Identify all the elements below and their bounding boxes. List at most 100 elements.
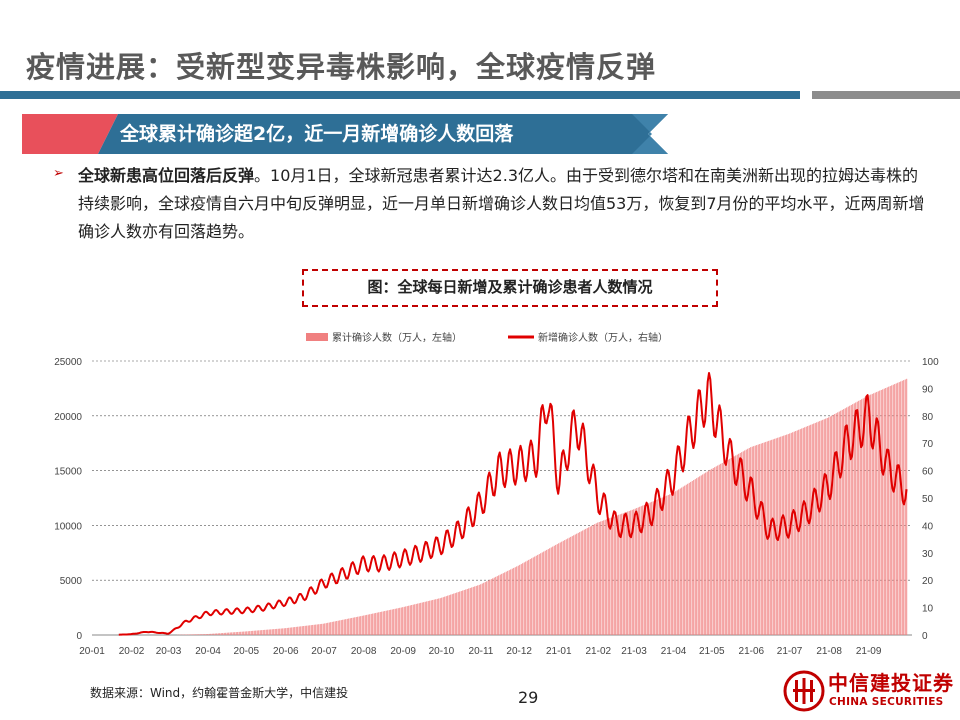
cumulative-bar: [724, 461, 726, 635]
cumulative-bar: [186, 634, 188, 635]
cumulative-bar: [867, 395, 869, 635]
cumulative-bar: [393, 609, 395, 635]
cumulative-bar: [204, 634, 206, 635]
cumulative-bar: [520, 564, 522, 635]
x-tick-label: 21-08: [816, 646, 842, 657]
cumulative-bar: [228, 632, 230, 635]
cumulative-bar: [513, 567, 515, 635]
cumulative-bar: [495, 576, 497, 635]
cumulative-bar: [408, 605, 410, 635]
cumulative-bar: [652, 501, 654, 635]
cumulative-bar: [613, 516, 615, 635]
cumulative-bar: [294, 627, 296, 635]
cumulative-bar: [885, 388, 887, 635]
cumulative-bar: [718, 464, 720, 635]
cumulative-bar: [588, 527, 590, 635]
cumulative-bar: [888, 386, 890, 635]
cumulative-bar: [616, 515, 618, 635]
cumulative-bar: [577, 532, 579, 635]
cumulative-bar: [589, 526, 591, 635]
x-tick-label: 20-07: [311, 646, 337, 657]
cumulative-bar: [837, 412, 839, 635]
cumulative-bar: [561, 541, 563, 635]
x-tick-label: 20-09: [390, 646, 416, 657]
right-tick-label: 90: [922, 384, 934, 395]
cumulative-bar: [498, 575, 500, 635]
cumulative-bar: [328, 622, 330, 635]
cumulative-bar: [762, 442, 764, 635]
cumulative-bar: [685, 484, 687, 635]
legend-swatch-cumulative: [306, 333, 328, 341]
cumulative-bar: [874, 392, 876, 635]
cumulative-bar: [903, 380, 905, 635]
cumulative-bar: [537, 554, 539, 635]
cumulative-bar: [223, 632, 225, 635]
cumulative-bar: [351, 617, 353, 635]
cumulative-bar: [877, 391, 879, 635]
cumulative-bar: [730, 457, 732, 635]
cumulative-bar: [642, 505, 644, 635]
x-tick-label: 20-04: [195, 646, 221, 657]
cumulative-bar: [478, 584, 480, 635]
cumulative-bar: [304, 625, 306, 635]
cumulative-bar: [352, 617, 354, 635]
right-axis: 0 10 20 30 40 50 60 70 80 90 100: [922, 357, 939, 642]
cumulative-bar: [270, 629, 272, 635]
bullet-lead: 全球新患高位回落后反弹: [78, 166, 255, 185]
cumulative-bar: [783, 435, 785, 635]
cumulative-bar: [714, 467, 716, 635]
cumulative-bar: [834, 414, 836, 635]
cumulative-bar: [357, 616, 359, 635]
cumulative-bar: [436, 598, 438, 635]
cumulative-bar: [355, 617, 357, 635]
cumulative-bar: [424, 601, 426, 635]
cumulative-bar: [777, 437, 779, 635]
cumulative-bar: [844, 408, 846, 635]
cumulative-bar: [723, 462, 725, 635]
legend-label-new: 新增确诊人数（万人，右轴）: [538, 331, 668, 344]
cumulative-bar: [781, 436, 783, 635]
cumulative-bar: [199, 634, 201, 635]
cumulative-bar: [741, 452, 743, 635]
cumulative-bar: [679, 488, 681, 635]
cumulative-bar: [814, 422, 816, 635]
cumulative-bar: [262, 629, 264, 635]
cumulative-bar: [406, 606, 408, 635]
cumulative-bar: [678, 489, 680, 635]
cumulative-bar: [882, 389, 884, 635]
cumulative-bar: [798, 429, 800, 635]
cumulative-bar: [628, 510, 630, 635]
cumulative-bar: [523, 562, 525, 635]
cumulative-bar: [265, 629, 267, 635]
cumulative-bar: [300, 626, 302, 635]
cumulative-bar: [193, 634, 195, 635]
cumulative-bar: [796, 430, 798, 635]
cumulative-bar: [660, 498, 662, 635]
cumulative-bar: [750, 447, 752, 635]
cumulative-bar: [414, 604, 416, 635]
cumulative-bar: [505, 571, 507, 635]
x-tick-label: 21-07: [777, 646, 803, 657]
cumulative-bar: [472, 586, 474, 635]
cumulative-bar: [439, 598, 441, 635]
cumulative-bar: [849, 405, 851, 635]
right-tick-label: 30: [922, 549, 934, 560]
cumulative-bar: [847, 406, 849, 635]
cumulative-bar: [654, 500, 656, 635]
cumulative-bar: [696, 478, 698, 635]
right-tick-label: 20: [922, 576, 934, 587]
cumulative-bar: [706, 471, 708, 635]
cumulative-bar: [880, 389, 882, 635]
cumulative-bar: [468, 588, 470, 635]
cumulative-bar: [207, 634, 209, 635]
cumulative-bar: [603, 520, 605, 635]
left-axis: 0 5000 10000 15000 20000 25000: [54, 357, 82, 642]
cumulative-bar: [246, 631, 248, 635]
cumulative-bar: [565, 539, 567, 635]
new-cases-line-layer: [118, 372, 908, 636]
cumulative-bar: [280, 628, 282, 635]
cumulative-bar: [309, 625, 311, 635]
cumulative-bar: [555, 544, 557, 635]
cumulative-bar: [708, 470, 710, 635]
cumulative-bar: [210, 633, 212, 635]
